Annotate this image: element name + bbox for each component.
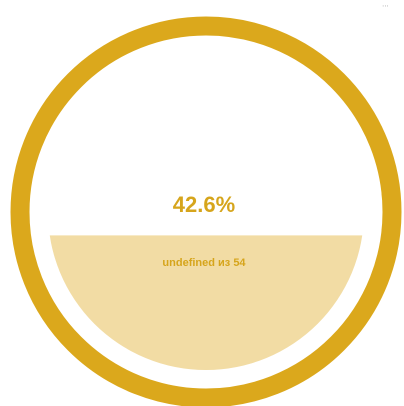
percent-label: 42.6%: [172, 192, 236, 217]
corner-marks: ⋯: [382, 2, 390, 10]
count-label: undefined из 54: [162, 257, 246, 269]
gauge-ring: [10, 16, 402, 406]
